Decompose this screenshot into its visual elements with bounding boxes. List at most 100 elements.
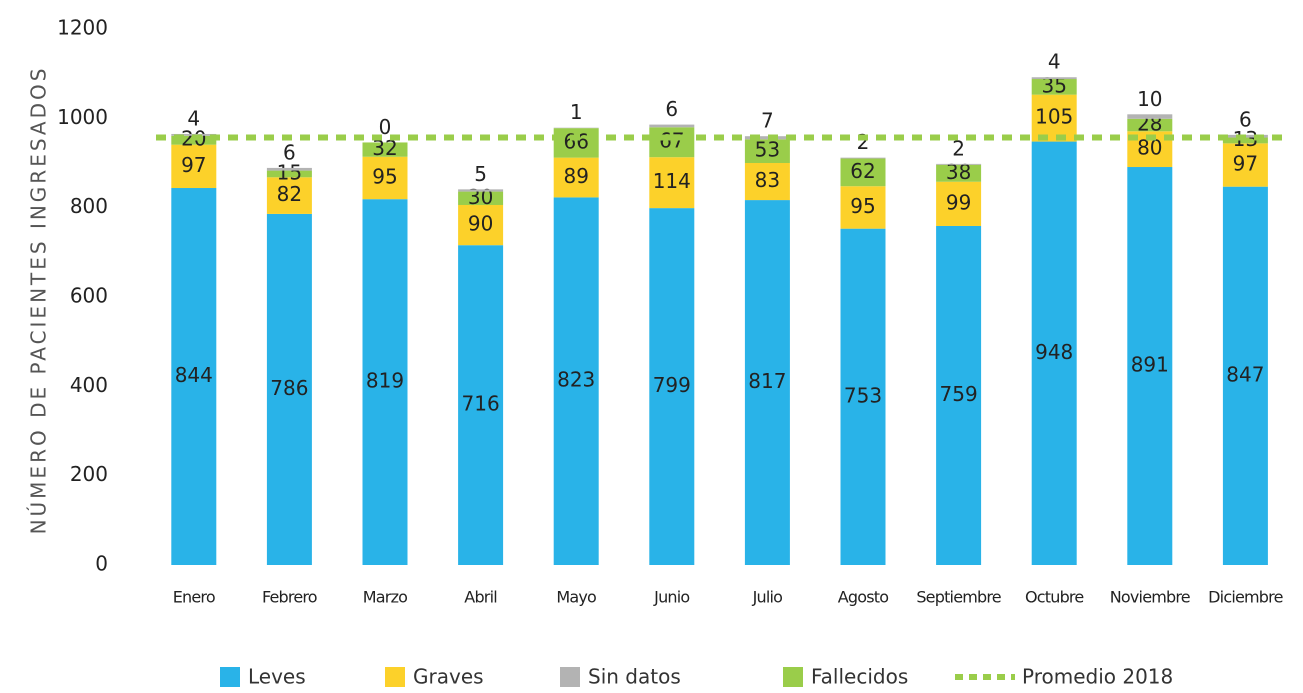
data-label: 948 xyxy=(1035,340,1073,364)
bar-segment xyxy=(936,164,982,182)
data-label: 7 xyxy=(761,109,774,133)
y-tick-label: 1200 xyxy=(57,16,108,40)
bar-segment xyxy=(266,170,312,178)
data-label: 6 xyxy=(283,140,296,164)
bar-segment xyxy=(553,128,599,158)
bar-segment xyxy=(266,167,312,171)
legend-swatch xyxy=(783,667,803,687)
x-tick-label: Enero xyxy=(173,588,215,607)
data-label: 5 xyxy=(474,162,487,186)
data-label: 97 xyxy=(1233,152,1258,176)
bar-segment xyxy=(1031,94,1077,142)
data-label: 2 xyxy=(857,130,870,154)
bar-segment xyxy=(840,158,886,187)
bar-segment xyxy=(362,199,408,565)
data-label: 38 xyxy=(946,160,971,184)
data-label: 6 xyxy=(665,97,678,121)
y-tick-label: 1000 xyxy=(57,105,108,129)
data-label: 891 xyxy=(1131,353,1169,377)
bar-segment xyxy=(744,163,790,201)
y-tick-label: 800 xyxy=(70,194,108,218)
y-tick-label: 200 xyxy=(70,462,108,486)
x-tick-label: Agosto xyxy=(838,588,889,607)
x-tick-label: Septiembre xyxy=(916,588,1001,607)
data-label: 4 xyxy=(1048,50,1061,74)
data-label: 62 xyxy=(850,159,875,183)
data-label: 817 xyxy=(748,369,786,393)
data-label: 786 xyxy=(270,376,308,400)
bar-segment xyxy=(1031,79,1077,95)
bar-segment xyxy=(936,163,982,165)
bar-segment xyxy=(458,189,504,192)
data-label: 847 xyxy=(1226,362,1264,386)
bar-segment xyxy=(744,136,790,140)
legend-swatch xyxy=(220,667,240,687)
x-tick-label: Febrero xyxy=(262,588,317,607)
bar-segment xyxy=(840,157,886,159)
data-label: 823 xyxy=(557,368,595,392)
legend-label: Fallecidos xyxy=(811,665,908,689)
bar-segment xyxy=(840,186,886,229)
bar-segment xyxy=(936,225,982,566)
data-label: 10 xyxy=(1137,87,1162,111)
x-tick-label: Octubre xyxy=(1025,588,1083,607)
bar-segment xyxy=(458,245,504,566)
bar-segment xyxy=(1127,118,1173,132)
legend-swatch xyxy=(560,667,580,687)
bar-segment xyxy=(744,200,790,565)
y-axis-title: NÚMERO DE PACIENTES INGRESADOS xyxy=(27,66,51,535)
data-label: 35 xyxy=(1041,73,1066,97)
y-tick-label: 0 xyxy=(95,552,108,576)
data-label: 82 xyxy=(277,182,302,206)
bar-segment xyxy=(1031,77,1077,80)
data-label: 89 xyxy=(563,164,588,188)
y-tick-label: 400 xyxy=(70,373,108,397)
data-label: 53 xyxy=(755,138,780,162)
data-label: 83 xyxy=(755,168,780,192)
bar-segment xyxy=(1222,186,1268,565)
bar-segment xyxy=(266,177,312,214)
x-tick-label: Julio xyxy=(752,588,783,607)
bar-segment xyxy=(1222,143,1268,187)
data-label: 799 xyxy=(653,373,691,397)
legend-label: Graves xyxy=(413,665,484,689)
bar-segment xyxy=(458,191,504,205)
x-tick-label: Mayo xyxy=(556,588,596,607)
data-label: 66 xyxy=(563,129,588,153)
bar-segment xyxy=(362,142,408,157)
bar-segment xyxy=(171,188,217,565)
data-label: 6 xyxy=(1239,107,1252,131)
x-tick-label: Diciembre xyxy=(1208,588,1282,607)
bar-segment xyxy=(553,197,599,566)
bar-segment xyxy=(649,208,695,565)
legend-label: Promedio 2018 xyxy=(1022,665,1173,689)
data-label: 753 xyxy=(844,383,882,407)
data-label: 90 xyxy=(468,212,493,236)
bar-segment xyxy=(1031,141,1077,565)
bar-segment xyxy=(1127,114,1173,119)
legend-label: Leves xyxy=(248,665,306,689)
x-tick-label: Abril xyxy=(464,588,497,607)
x-tick-label: Marzo xyxy=(363,588,407,607)
bar-segment xyxy=(744,139,790,163)
bar-segment xyxy=(1127,167,1173,565)
bar-segment xyxy=(266,213,312,566)
data-label: 95 xyxy=(850,194,875,218)
data-label: 1 xyxy=(570,100,583,124)
bar-segment xyxy=(840,228,886,565)
bar-segment xyxy=(936,181,982,226)
bar-segment xyxy=(458,204,504,246)
data-label: 67 xyxy=(659,129,684,153)
data-label: 0 xyxy=(379,115,392,139)
data-label: 30 xyxy=(468,185,493,209)
data-label: 716 xyxy=(462,392,500,416)
y-tick-label: 600 xyxy=(70,284,108,308)
legend-swatch xyxy=(385,667,405,687)
legend-label: Sin datos xyxy=(588,665,681,689)
data-label: 95 xyxy=(372,164,397,188)
bar-segment xyxy=(171,144,217,189)
data-label: 105 xyxy=(1035,105,1073,129)
data-label: 114 xyxy=(653,169,691,193)
bar-segment xyxy=(649,127,695,158)
